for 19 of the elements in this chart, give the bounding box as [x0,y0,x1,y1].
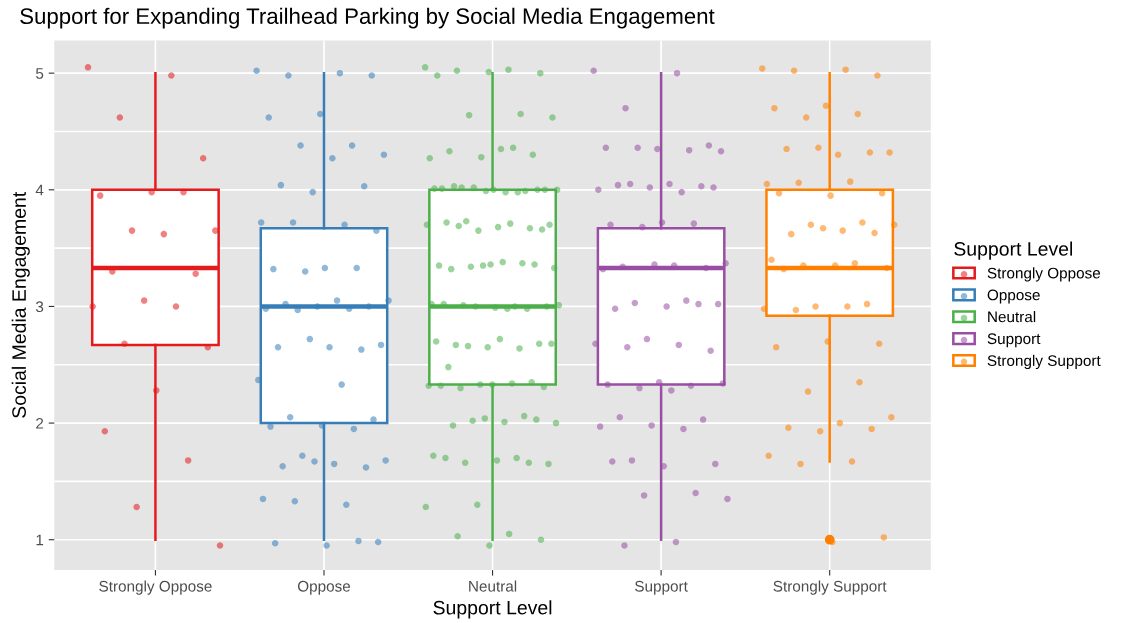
x-tick-label: Strongly Support [773,580,887,595]
legend-title: Support Level [433,600,552,619]
x-tick-label: Neutral [469,580,517,592]
y-tick-label: 3 [35,301,44,313]
legend-label: Neutral [988,311,1036,323]
x-tick-label: Support [635,580,688,595]
legend-label: Strongly Oppose [987,267,1101,282]
x-tick-label: Oppose [297,580,351,595]
legend-label: Strongly Support [987,354,1101,370]
x-axis-title: Support Level [954,241,1073,260]
y-tick-label: 1 [36,534,44,546]
chart-title: Support for Expanding Trailhead Parking by Social Media Engagement [20,7,715,29]
y-tick-label: 2 [36,417,44,429]
x-tick-label: Strongly Oppose [99,580,212,595]
legend-label: Support [987,333,1041,348]
y-tick-label: 5 [35,68,44,79]
y-axis-title: Social Media Engagement [11,191,30,418]
y-tick-label: 4 [35,184,44,196]
legend-label: Oppose [987,289,1040,304]
